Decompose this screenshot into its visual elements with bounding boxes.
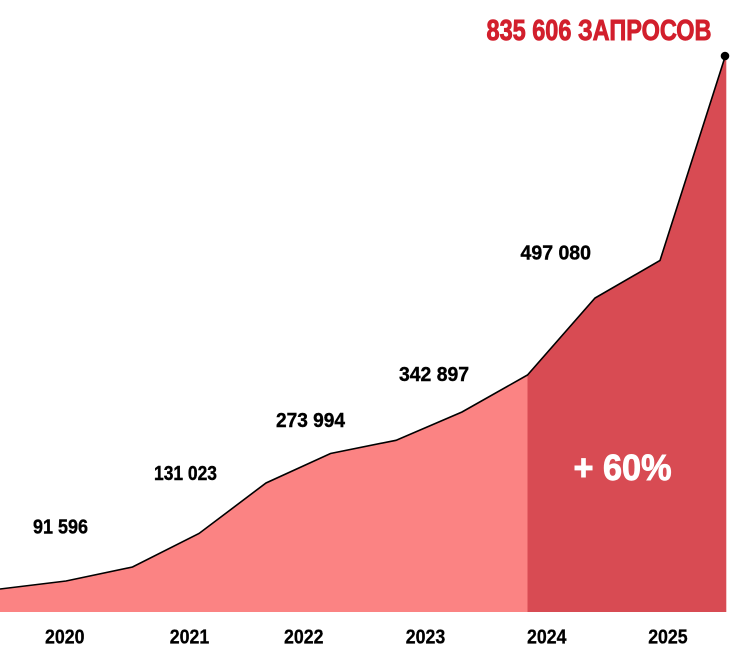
svg-text:2022: 2022 [284, 627, 324, 647]
svg-text:273 994: 273 994 [276, 410, 346, 432]
svg-text:2025: 2025 [648, 627, 688, 647]
svg-text:131 023: 131 023 [154, 463, 217, 485]
svg-text:497 080: 497 080 [521, 243, 592, 265]
svg-text:+ 60%: + 60% [574, 447, 672, 488]
svg-text:2020: 2020 [45, 627, 85, 647]
svg-text:2023: 2023 [406, 627, 446, 647]
svg-text:835 606 ЗАПРОСОВ: 835 606 ЗАПРОСОВ [487, 15, 712, 47]
svg-text:2021: 2021 [170, 627, 210, 647]
svg-text:91 596: 91 596 [33, 517, 88, 539]
svg-text:2024: 2024 [527, 627, 567, 647]
svg-text:342 897: 342 897 [399, 364, 469, 386]
